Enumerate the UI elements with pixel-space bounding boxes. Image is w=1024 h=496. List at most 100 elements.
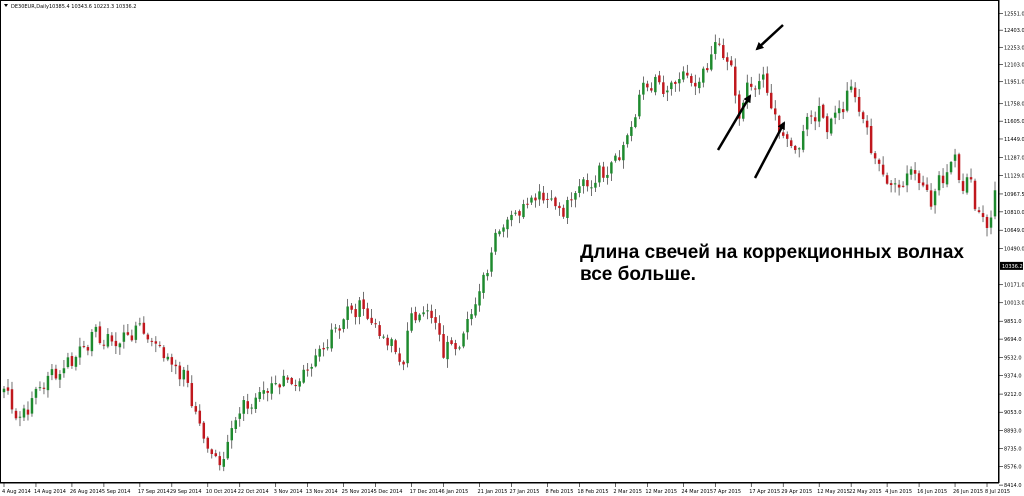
y-tick-label: 8893.0 (1004, 428, 1022, 434)
candle-body-bull (382, 336, 385, 338)
candle-body-bull (90, 331, 94, 352)
y-tick-label: 12253.0 (1004, 45, 1024, 51)
candle-body-bear (354, 309, 357, 318)
candle-body-bull (805, 116, 809, 130)
candle-body-bull (458, 347, 461, 349)
candle-body-bear (158, 345, 162, 347)
candle-body-bull (634, 117, 637, 127)
y-tick-label: 9212.0 (1004, 392, 1022, 398)
candle-body-bear (162, 347, 166, 359)
candle-body-bear (542, 192, 545, 201)
candle-body-bear (218, 456, 222, 466)
candle-body-bear (662, 82, 665, 94)
candle-body-bull (238, 413, 241, 419)
candle-body-bull (410, 313, 413, 331)
candle-body-bull (422, 312, 425, 315)
candle-body-bull (418, 314, 421, 321)
candle-body-bull (582, 179, 585, 187)
y-tick-label: 12103.0 (1004, 62, 1024, 68)
y-tick-label: 9694.0 (1004, 337, 1022, 343)
candle-body-bear (881, 164, 885, 175)
candle-body-bear (973, 180, 977, 210)
candle-body-bear (726, 57, 729, 62)
candle-body-bear (877, 159, 881, 164)
candle-body-bear (430, 310, 433, 318)
x-tick-label: 12 Mar 2015 (645, 489, 677, 495)
candle-body-bear (977, 210, 981, 213)
candle-body-bear (809, 115, 813, 117)
candle-body-bear (370, 317, 373, 324)
candle-body-bull (638, 94, 641, 117)
candle-body-bear (518, 211, 521, 216)
y-tick-label: 8735.0 (1004, 446, 1022, 452)
candle-body-bear (290, 377, 293, 385)
candle-body-bear (190, 383, 194, 407)
candle-body-bull (466, 318, 469, 333)
x-tick-label: 22 May 2015 (849, 489, 882, 495)
candle-body-bear (70, 356, 74, 366)
candle-body-bear (54, 368, 58, 379)
candle-body-bull (50, 369, 54, 376)
candle-body-bear (857, 96, 861, 112)
candle-body-bear (869, 125, 873, 154)
candle-body-bull (797, 148, 801, 150)
candle-body-bull (494, 232, 497, 252)
candle-body-bear (769, 92, 773, 109)
candle-body-bull (30, 398, 34, 414)
candle-body-bear (246, 401, 249, 409)
candle-body-bull (949, 161, 953, 173)
x-tick-label: 25 Nov 2014 (342, 489, 374, 495)
y-tick-label: 10171.0 (1004, 283, 1024, 289)
last-price-box (1000, 261, 1023, 270)
last-price-label: 10336.2 (1002, 264, 1023, 270)
candle-body-bear (917, 173, 921, 184)
ohlc-label: 10385.4 10343.6 10223.3 10336.2 (49, 4, 136, 10)
candle-body-bull (242, 400, 245, 414)
x-tick-label: 4 Jun 2015 (885, 489, 912, 495)
candle-body-bull (330, 329, 333, 349)
candle-body-bull (614, 155, 617, 161)
y-tick-label: 8414.0 (1004, 483, 1022, 489)
candle-body-bull (574, 193, 577, 200)
candle-body-bull (78, 346, 82, 358)
candle-body-bull (630, 126, 633, 136)
candle-body-bear (889, 183, 893, 186)
x-tick-label: 16 Jun 2015 (917, 489, 947, 495)
candle-body-bull (953, 154, 957, 161)
x-tick-label: 7 Apr 2015 (713, 489, 741, 495)
candle-body-bull (474, 304, 477, 316)
candle-body-bull (390, 339, 393, 346)
candle-body-bear (110, 335, 114, 342)
y-tick-label: 11129.0 (1004, 173, 1024, 179)
candle-body-bull (334, 327, 337, 329)
candle-body-bull (302, 369, 305, 383)
candle-body-bear (885, 175, 889, 184)
candle-body-bull (342, 319, 345, 330)
candle-body-bear (750, 83, 753, 87)
candle-body-bull (905, 173, 909, 186)
candle-body-bull (837, 108, 841, 114)
candle-body-bear (861, 112, 865, 120)
candle-body-bear (82, 346, 86, 348)
candle-body-bull (406, 330, 409, 364)
x-tick-label: 17 Apr 2015 (749, 489, 780, 495)
candle-body-bull (590, 187, 593, 189)
candle-body-bear (558, 205, 561, 209)
candle-body-bear (434, 317, 437, 323)
candle-body-bull (833, 112, 837, 118)
candle-body-bear (126, 332, 130, 335)
candle-body-bull (746, 82, 749, 104)
dropdown-triangle-icon[interactable] (4, 4, 8, 7)
x-tick-label: 5 Sep 2014 (102, 489, 131, 495)
price-axis: 12551.0 12403.0 12253.0 12103.0 11951.0 11758… (999, 11, 1024, 489)
candle-body-bear (42, 387, 46, 389)
candle-body-bear (646, 83, 649, 88)
y-tick-label: 9053.0 (1004, 410, 1022, 416)
x-tick-label: 8 Feb 2015 (545, 489, 573, 495)
candle-body-bull (801, 131, 805, 150)
candle-body-bull (702, 68, 705, 83)
candle-body-bull (682, 71, 685, 80)
candle-body-bear (210, 449, 214, 454)
annotation-line-2: все больше. (580, 264, 696, 285)
candle-body-bull (909, 169, 913, 175)
